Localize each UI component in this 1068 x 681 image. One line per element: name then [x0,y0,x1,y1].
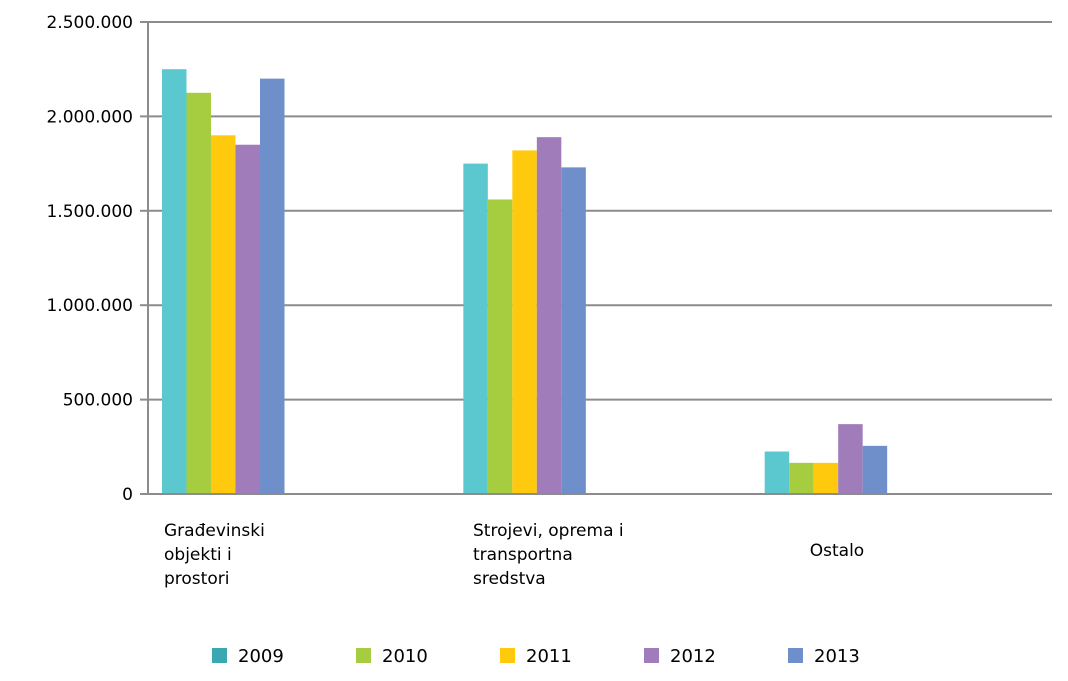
bar-2013 [862,445,888,494]
bar-2012 [838,424,863,494]
x-category-label-line: Ostalo [810,541,864,561]
x-category-label-line: Strojevi, oprema i [473,521,624,541]
legend-swatch-2012 [644,648,659,663]
x-category-label: Građevinski objekti i prostori [164,521,265,589]
x-category-label: Strojevi, oprema i transportna sredstva [473,521,624,589]
y-tick-label: 2.500.000 [46,13,133,33]
legend-label-2010: 2010 [382,646,428,667]
bar-2011 [813,462,839,494]
y-axis-ticks: 0 500.000 1.000.000 1.500.000 2.000.000 2.500… [46,13,148,505]
legend-label-2013: 2013 [814,646,860,667]
y-tick-label: 2.000.000 [46,107,133,127]
x-category-label-line: prostori [164,569,229,589]
bar-2010 [789,462,814,494]
legend-swatch-2010 [356,648,371,663]
bar-2011 [211,135,236,494]
axes [147,22,1052,495]
bar-2013 [561,167,586,494]
legend-label-2011: 2011 [526,646,572,667]
y-tick-label: 0 [122,485,133,505]
x-category-label-line: sredstva [473,569,546,589]
legend-label-2009: 2009 [238,646,284,667]
x-category-label-line: transportna [473,545,573,565]
gridlines [148,21,1052,401]
legend-swatch-2013 [788,648,803,663]
bar-2013 [260,78,285,494]
bar-2010 [487,199,513,495]
legend-swatch-2009 [212,648,227,663]
x-category-label-line: objekti i [164,545,232,565]
x-category-label: Ostalo [810,541,864,561]
bar-2009 [162,69,187,494]
legend-label-2012: 2012 [670,646,716,667]
y-tick-label: 500.000 [63,391,133,411]
bar-2012 [536,137,562,494]
x-category-label-line: Građevinski [164,521,265,541]
bar-2011 [512,150,537,494]
y-tick-label: 1.500.000 [46,202,133,222]
y-tick-label: 1.000.000 [46,296,133,316]
bar-2009 [463,163,488,494]
legend-swatch-2011 [500,648,515,663]
bar-2010 [186,92,211,495]
x-axis-category-labels: Građevinski objekti i prostori Strojevi, op… [164,521,864,589]
legend: 2009 2010 2011 2012 2013 [212,646,860,667]
bar-2009 [764,451,790,494]
bars [162,69,888,495]
bar-2012 [235,144,260,494]
